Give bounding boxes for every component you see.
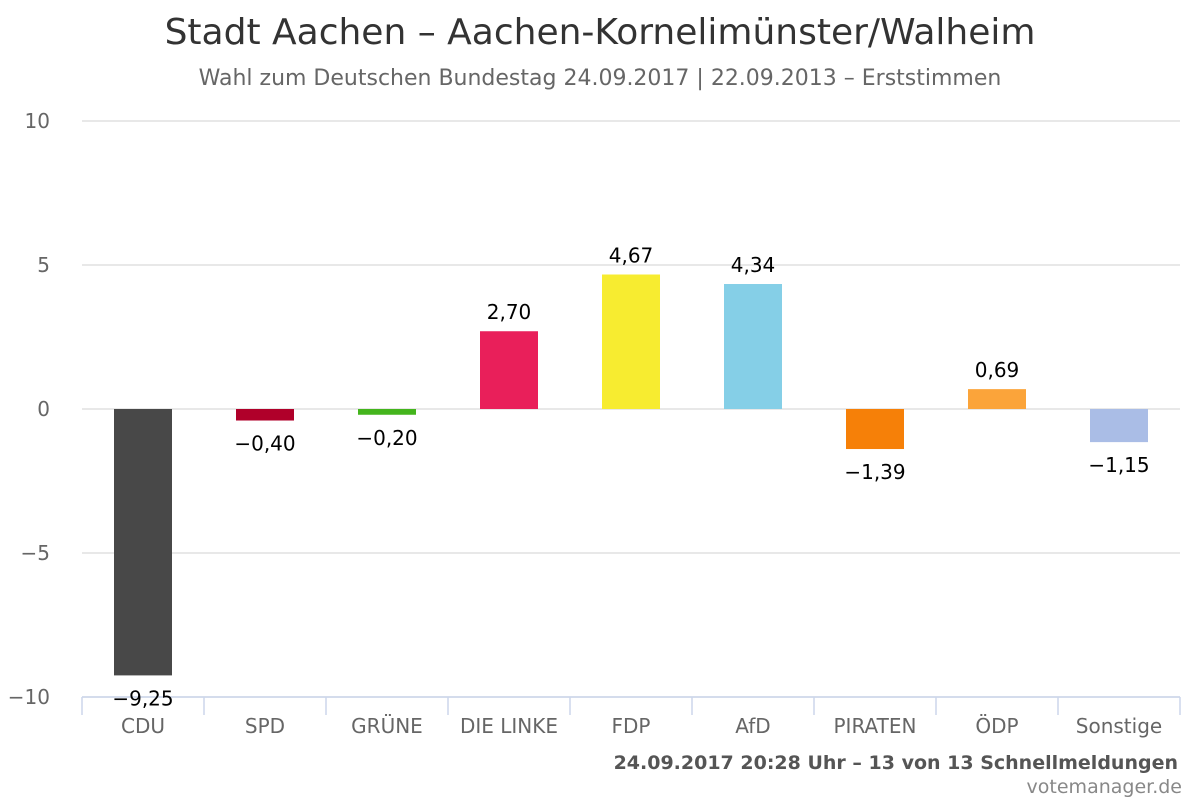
y-tick-label: −10 [8, 685, 50, 709]
data-label: −0,40 [234, 432, 295, 456]
x-tick-label: Sonstige [1076, 714, 1162, 738]
data-label: 0,69 [975, 358, 1020, 382]
credit-link[interactable]: votemanager.de [1026, 776, 1182, 798]
y-tick-label: 0 [37, 397, 50, 421]
data-labels: −9,25 −0,40 −0,20 2,70 4,67 4,34 −1,39 0,69 −1,1… [112, 244, 1149, 711]
data-label: −9,25 [112, 686, 173, 710]
data-label: −1,15 [1088, 453, 1149, 477]
x-tick-label: FDP [612, 714, 651, 738]
x-tick-label: GRÜNE [351, 714, 423, 738]
data-label: 4,67 [609, 244, 654, 268]
data-label: −0,20 [356, 426, 417, 450]
bar-sonstige [1090, 409, 1148, 443]
bar-cdu [114, 409, 172, 676]
x-tick-label: DIE LINKE [460, 714, 558, 738]
bars [114, 274, 1148, 676]
status-line: 24.09.2017 20:28 Uhr – 13 von 13 Schnell… [613, 752, 1178, 774]
bar-piraten [846, 409, 904, 450]
chart-title: Stadt Aachen – Aachen-Kornelimünster/Wal… [164, 12, 1036, 53]
x-tick-label: SPD [245, 714, 285, 738]
bar-afd [724, 284, 782, 409]
chart-subtitle: Wahl zum Deutschen Bundestag 24.09.2017 … [198, 66, 1002, 91]
y-tick-label: −5 [21, 541, 50, 565]
bar-grüne [358, 409, 416, 415]
bar-fdp [602, 274, 660, 409]
x-axis: CDU SPD GRÜNE DIE LINKE FDP AfD PIRATEN ÖDP Sons… [81, 696, 1181, 738]
data-label: −1,39 [844, 460, 905, 484]
x-tick-label: ÖDP [975, 714, 1018, 738]
bar-ödp [968, 389, 1026, 409]
y-axis: 10 5 0 −5 −10 [8, 109, 50, 709]
x-tick-label: AfD [735, 714, 770, 738]
data-label: 2,70 [487, 300, 532, 324]
y-tick-label: 10 [25, 109, 50, 133]
y-tick-label: 5 [37, 253, 50, 277]
bar-die-linke [480, 331, 538, 409]
data-label: 4,34 [731, 253, 776, 277]
bar-spd [236, 409, 294, 421]
x-tick-label: CDU [121, 714, 165, 738]
x-tick-label: PIRATEN [834, 714, 917, 738]
